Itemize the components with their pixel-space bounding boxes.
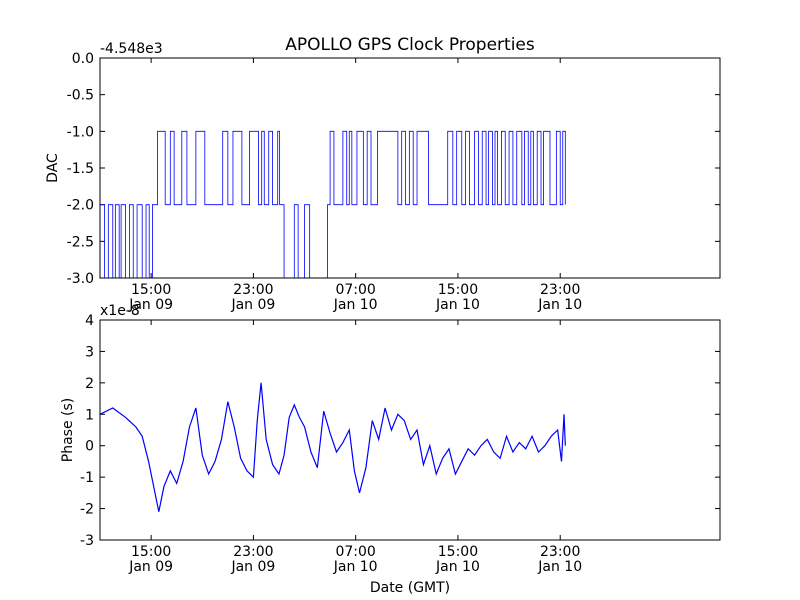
- dac-x-tick-date: Jan 10: [435, 297, 480, 313]
- phase-x-tick-date: Jan 09: [128, 559, 173, 575]
- phase-x-tick-time: 23:00: [233, 544, 273, 560]
- phase-x-tick-date: Jan 09: [230, 559, 275, 575]
- dac-axes-frame: [99, 57, 721, 279]
- dac-y-tick-label: -1.0: [67, 124, 94, 140]
- phase-x-tick-time: 23:00: [540, 544, 580, 560]
- dac-x-tick-time: 23:00: [540, 282, 580, 298]
- dac-x-tick-date: Jan 09: [230, 297, 275, 313]
- phase-x-tick-date: Jan 10: [537, 559, 582, 575]
- dac-y-tick-label: -1.5: [67, 161, 94, 177]
- dac-y-tick-label: -3.0: [67, 271, 94, 287]
- dac-x-tick-time: 23:00: [233, 282, 273, 298]
- dac-y-tick-label: -0.5: [67, 88, 94, 104]
- dac-x-tick-date: Jan 09: [128, 297, 173, 313]
- phase-chart: x1e-8 Phase (s) Date (GMT) 4 3 2 1 0 -1 -2 -3 15…: [60, 303, 721, 596]
- phase-x-tick-time: 15:00: [131, 544, 171, 560]
- dac-series-line: [100, 130, 566, 279]
- dac-x-tick-time: 15:00: [131, 282, 171, 298]
- dac-offset-label: -4.548e3: [100, 41, 163, 57]
- phase-y-tick-label: -1: [80, 470, 94, 486]
- phase-plot-area: [99, 382, 566, 512]
- phase-y-axis-label: Phase (s): [60, 398, 76, 462]
- phase-y-tick-label: -2: [80, 502, 94, 518]
- phase-offset-label: x1e-8: [100, 303, 140, 319]
- phase-series-line: [99, 382, 566, 512]
- phase-x-axis-label: Date (GMT): [370, 580, 450, 596]
- phase-y-tick-label: 2: [85, 376, 94, 392]
- phase-x-tick-date: Jan 10: [333, 559, 378, 575]
- dac-y-tick-label: -2.5: [67, 234, 94, 250]
- dac-x-tick-time: 15:00: [438, 282, 478, 298]
- phase-x-tick-date: Jan 10: [435, 559, 480, 575]
- phase-y-tick-label: -3: [80, 533, 94, 549]
- dac-y-tick-label: 0.0: [72, 51, 94, 67]
- dac-x-tick-time: 07:00: [335, 282, 375, 298]
- chart-title: APOLLO GPS Clock Properties: [285, 35, 535, 55]
- phase-x-tick-time: 15:00: [438, 544, 478, 560]
- phase-axes-frame: [99, 319, 721, 541]
- dac-x-tick-date: Jan 10: [537, 297, 582, 313]
- dac-x-tick-date: Jan 10: [333, 297, 378, 313]
- phase-y-tick-label: 4: [85, 313, 94, 329]
- phase-y-tick-label: 0: [85, 439, 94, 455]
- dac-plot-area: [100, 130, 566, 279]
- phase-x-tick-time: 07:00: [335, 544, 375, 560]
- dac-y-axis-label: DAC: [45, 153, 61, 183]
- dac-chart: APOLLO GPS Clock Properties -4.548e3 DAC…: [45, 35, 721, 313]
- phase-y-tick-label: 3: [85, 344, 94, 360]
- dac-y-tick-label: -2.0: [67, 198, 94, 214]
- phase-y-tick-label: 1: [85, 407, 94, 423]
